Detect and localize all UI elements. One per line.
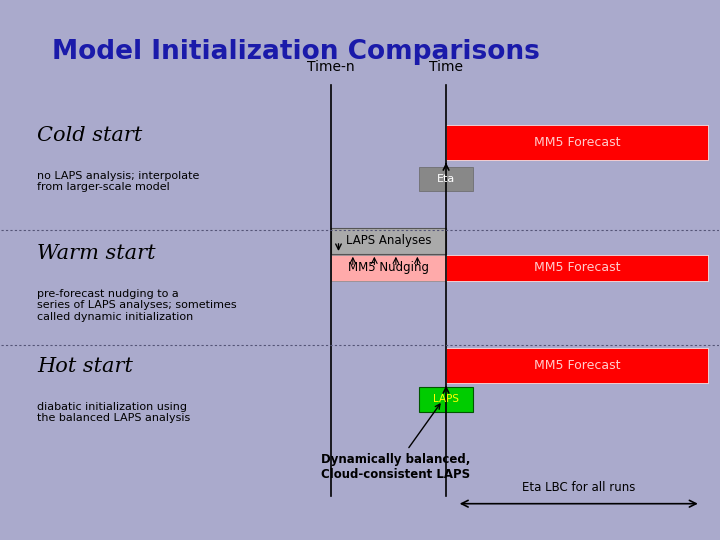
Text: diabatic initialization using
the balanced LAPS analysis: diabatic initialization using the balanc… [37,402,191,423]
FancyBboxPatch shape [419,167,473,191]
Text: Cold start: Cold start [37,126,143,145]
Text: no LAPS analysis; interpolate
from larger-scale model: no LAPS analysis; interpolate from large… [37,171,199,192]
FancyBboxPatch shape [446,255,708,281]
Text: Eta LBC for all runs: Eta LBC for all runs [522,481,636,494]
FancyBboxPatch shape [419,387,473,413]
Text: LAPS: LAPS [433,395,459,404]
Text: MM5 Forecast: MM5 Forecast [534,136,621,149]
Text: Hot start: Hot start [37,357,133,376]
Text: Eta: Eta [437,174,455,184]
Text: Time-n: Time-n [307,60,355,74]
FancyBboxPatch shape [331,255,446,281]
Text: Warm start: Warm start [37,245,156,264]
Text: Dynamically balanced,
Cloud-consistent LAPS: Dynamically balanced, Cloud-consistent L… [320,404,470,481]
FancyBboxPatch shape [446,125,708,160]
Text: MM5 Forecast: MM5 Forecast [534,261,621,274]
Text: Time: Time [429,60,463,74]
Text: pre-forecast nudging to a
series of LAPS analyses; sometimes
called dynamic init: pre-forecast nudging to a series of LAPS… [37,289,237,322]
Text: MM5 Forecast: MM5 Forecast [534,359,621,372]
Text: LAPS Analyses: LAPS Analyses [346,234,431,247]
Text: MM5 Nudging: MM5 Nudging [348,261,429,274]
Text: Model Initialization Comparisons: Model Initialization Comparisons [52,39,539,65]
FancyBboxPatch shape [331,228,446,254]
FancyBboxPatch shape [446,348,708,383]
